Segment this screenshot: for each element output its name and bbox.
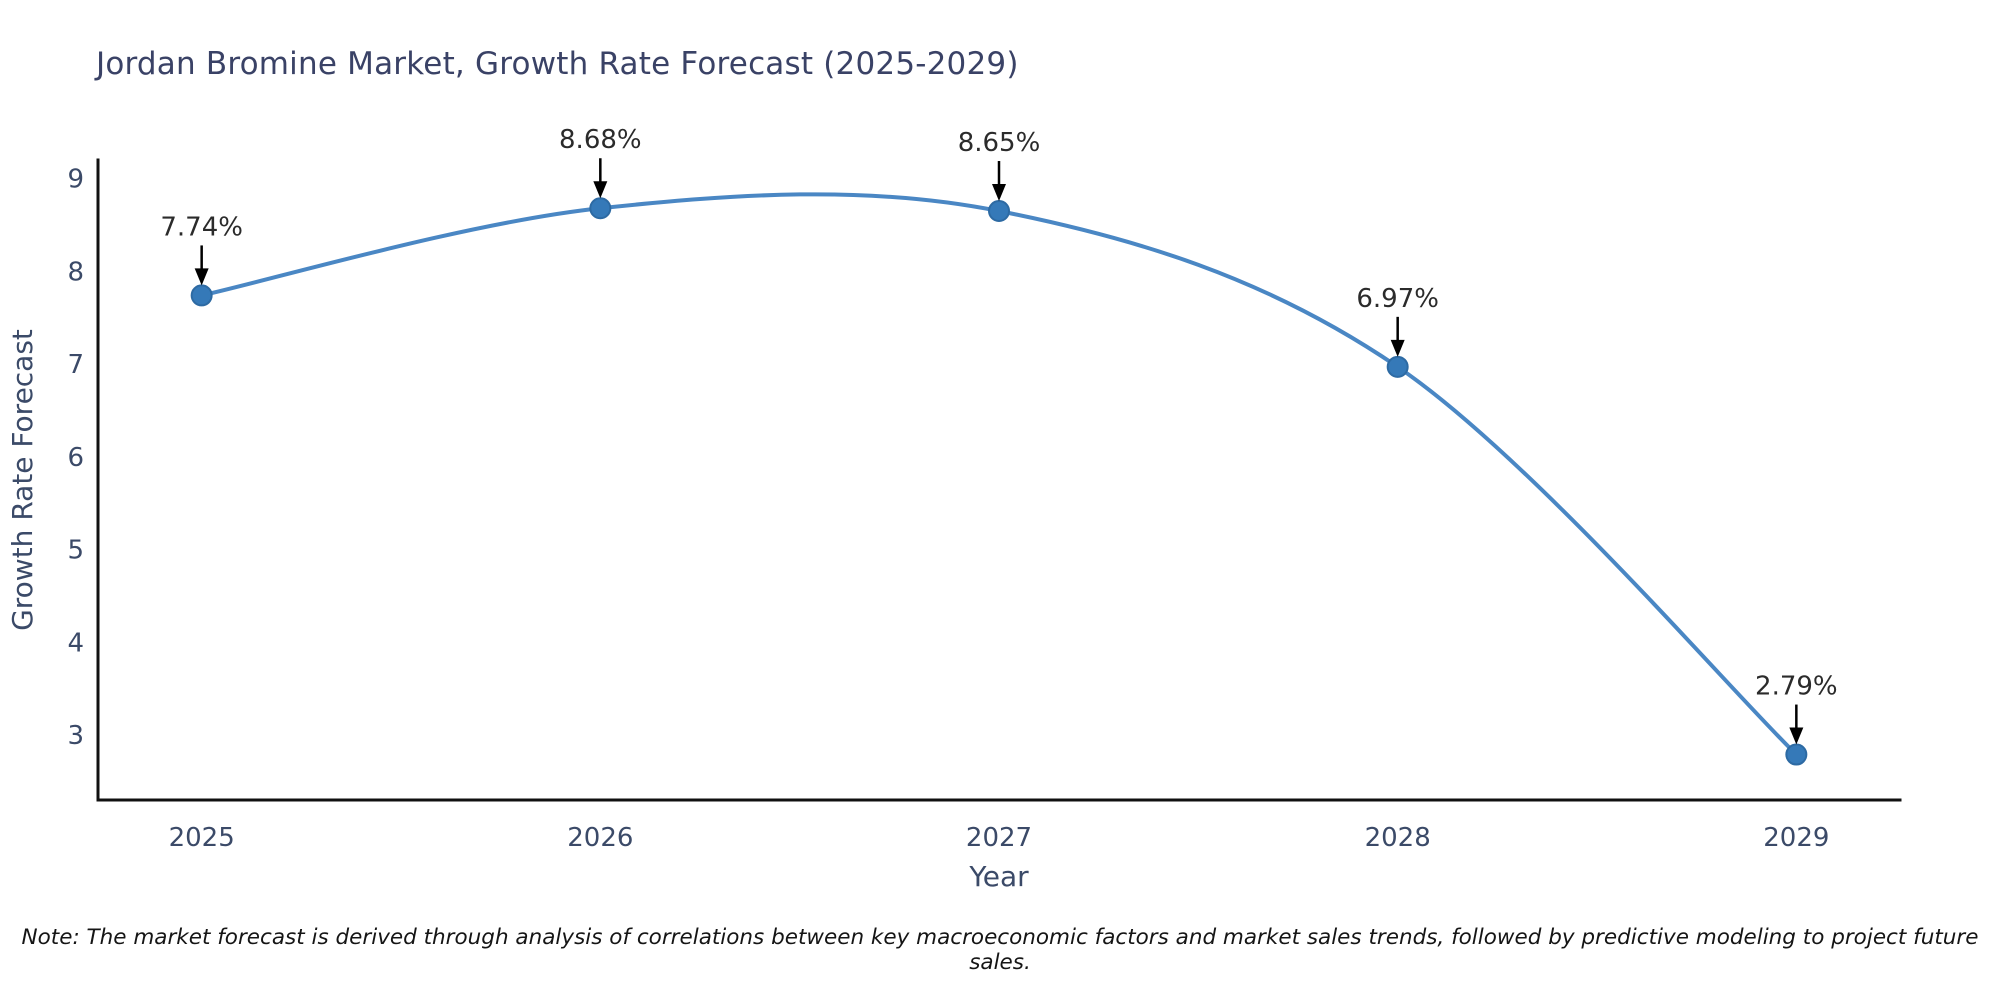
x-tick-label: 2026 bbox=[567, 823, 633, 853]
x-tick-label: 2025 bbox=[169, 823, 235, 853]
data-point-marker bbox=[589, 197, 612, 220]
y-tick-label: 7 bbox=[67, 350, 84, 380]
y-tick-label: 4 bbox=[67, 628, 84, 658]
point-value-label: 8.68% bbox=[559, 125, 642, 155]
point-value-label: 8.65% bbox=[958, 128, 1041, 158]
chart-title: Jordan Bromine Market, Growth Rate Forec… bbox=[96, 46, 1019, 82]
forecast-line bbox=[199, 192, 1799, 757]
data-point-marker bbox=[988, 200, 1010, 223]
annotation-arrowhead-icon bbox=[194, 268, 209, 286]
y-tick-label: 3 bbox=[67, 721, 84, 751]
y-tick-label: 8 bbox=[67, 257, 84, 287]
footnote: Note: The market forecast is derived thr… bbox=[21, 925, 1979, 975]
x-tick-label: 2029 bbox=[1763, 823, 1829, 853]
x-tick-label: 2027 bbox=[966, 823, 1032, 853]
x-axis-title: Year bbox=[968, 860, 1029, 893]
annotation-arrowhead-icon bbox=[1789, 727, 1804, 745]
data-point-marker bbox=[190, 284, 213, 307]
y-axis-title: Growth Rate Forecast bbox=[6, 329, 39, 631]
point-value-label: 7.74% bbox=[160, 212, 243, 242]
axis-spine bbox=[96, 158, 1902, 802]
data-point-marker bbox=[1785, 743, 1808, 766]
y-tick-label: 9 bbox=[67, 165, 84, 195]
annotation-arrowhead-icon bbox=[992, 184, 1006, 202]
point-value-label: 2.79% bbox=[1755, 672, 1838, 702]
annotation-arrowhead-icon bbox=[593, 181, 608, 199]
annotation-arrowhead-icon bbox=[1390, 339, 1405, 357]
y-tick-label: 6 bbox=[67, 443, 84, 473]
point-value-label: 6.97% bbox=[1356, 284, 1439, 314]
x-tick-label: 2028 bbox=[1365, 823, 1431, 853]
data-point-marker bbox=[1386, 355, 1409, 378]
y-tick-label: 5 bbox=[67, 536, 84, 566]
